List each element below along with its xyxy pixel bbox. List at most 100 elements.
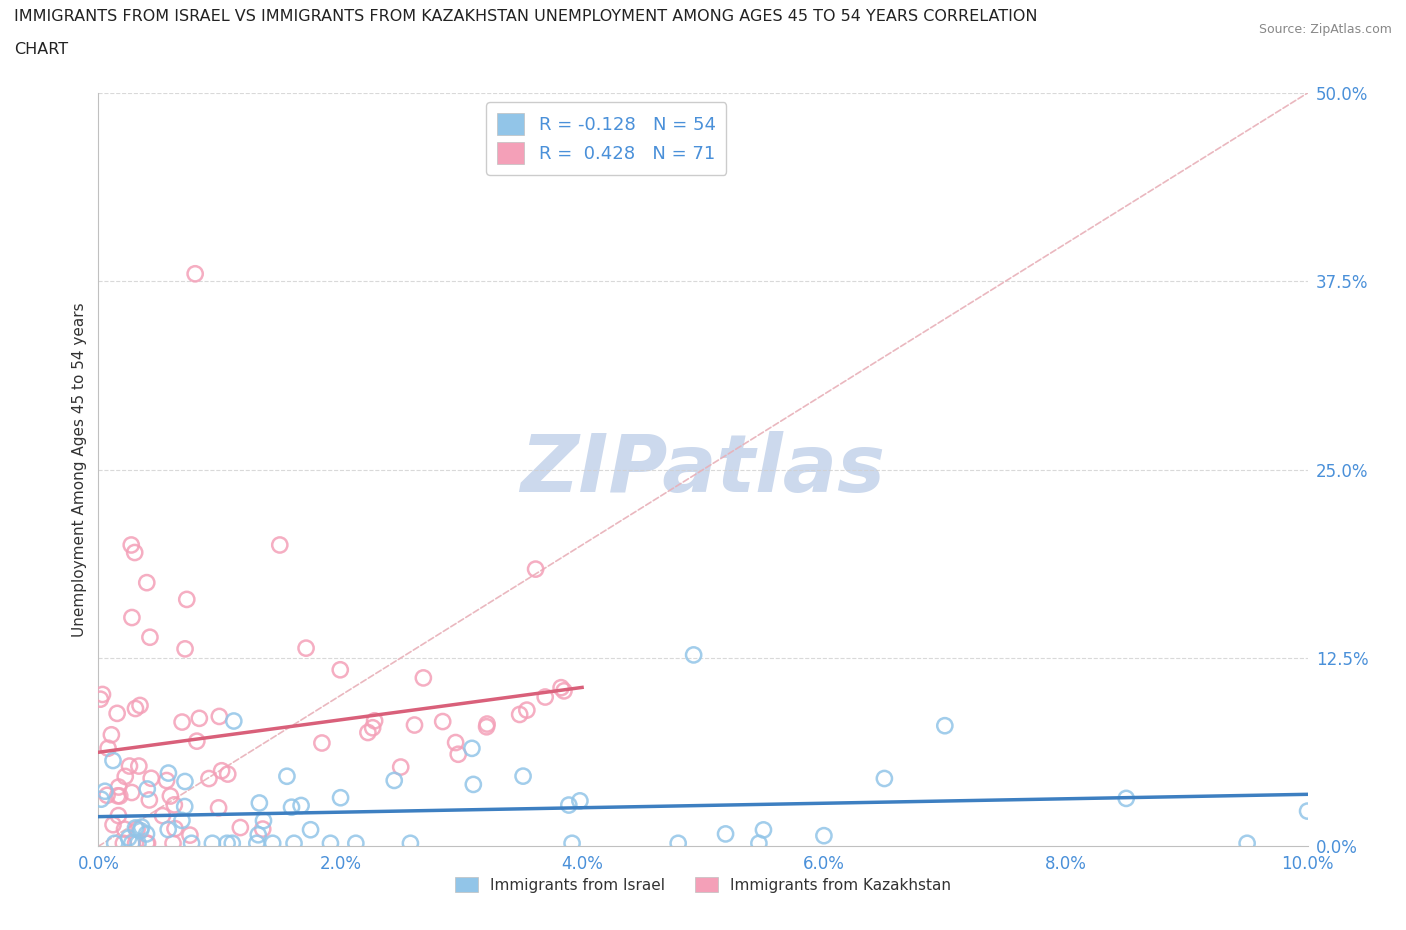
Point [180, 836, 202, 851]
Point [97, 741, 120, 756]
Point [475, 719, 498, 734]
Point [666, 836, 689, 851]
Point [114, 769, 136, 784]
Point [389, 760, 412, 775]
Point [208, 709, 231, 724]
Point [156, 773, 179, 788]
Point [262, 836, 284, 851]
Point [138, 792, 160, 807]
Point [329, 662, 352, 677]
Text: IMMIGRANTS FROM ISRAEL VS IMMIGRANTS FROM KAZAKHSTAN UNEMPLOYMENT AMONG AGES 45 : IMMIGRANTS FROM ISRAEL VS IMMIGRANTS FRO… [14, 9, 1038, 24]
Point [174, 774, 197, 789]
Point [176, 592, 198, 607]
Point [135, 575, 157, 591]
Point [217, 766, 239, 781]
Point [104, 836, 127, 851]
Point [211, 764, 233, 778]
Point [512, 769, 534, 784]
Point [247, 828, 270, 843]
Point [682, 647, 704, 662]
Point [118, 830, 141, 845]
Point [105, 706, 128, 721]
Point [252, 813, 274, 828]
Point [159, 789, 181, 804]
Point [752, 822, 775, 837]
Point [475, 717, 498, 732]
Point [135, 827, 157, 842]
Point [157, 765, 180, 780]
Point [121, 785, 143, 800]
Point [382, 773, 405, 788]
Point [290, 798, 312, 813]
Point [207, 801, 229, 816]
Text: ZIPatlas: ZIPatlas [520, 431, 886, 509]
Point [329, 790, 352, 805]
Point [247, 795, 270, 810]
Point [553, 684, 575, 698]
Point [299, 822, 322, 837]
Point [157, 822, 180, 837]
Point [568, 793, 591, 808]
Text: CHART: CHART [14, 42, 67, 57]
Point [136, 836, 159, 851]
Point [163, 821, 186, 836]
Point [124, 836, 146, 851]
Point [121, 836, 143, 851]
Point [101, 753, 124, 768]
Point [201, 836, 224, 851]
Point [170, 813, 193, 828]
Point [276, 769, 298, 784]
Point [447, 747, 470, 762]
Point [120, 538, 142, 552]
Point [1115, 790, 1137, 805]
Point [100, 727, 122, 742]
Point [1296, 804, 1319, 818]
Y-axis label: Unemployment Among Ages 45 to 54 years: Unemployment Among Ages 45 to 54 years [72, 302, 87, 637]
Point [246, 836, 269, 851]
Point [561, 836, 583, 851]
Point [172, 714, 194, 729]
Point [112, 836, 135, 851]
Point [135, 836, 157, 851]
Text: Source: ZipAtlas.com: Source: ZipAtlas.com [1258, 23, 1392, 36]
Point [152, 808, 174, 823]
Point [107, 789, 129, 804]
Point [280, 800, 302, 815]
Point [363, 713, 385, 728]
Point [162, 836, 184, 851]
Point [222, 713, 245, 728]
Point [399, 836, 422, 851]
Point [229, 820, 252, 835]
Point [432, 714, 454, 729]
Point [124, 820, 146, 835]
Point [174, 642, 197, 657]
Point [1236, 836, 1258, 851]
Legend: Immigrants from Israel, Immigrants from Kazakhstan: Immigrants from Israel, Immigrants from … [449, 870, 957, 899]
Point [188, 711, 211, 725]
Point [114, 822, 136, 837]
Point [319, 836, 342, 851]
Point [412, 671, 434, 685]
Point [295, 641, 318, 656]
Point [252, 821, 274, 836]
Point [509, 707, 531, 722]
Point [184, 266, 207, 281]
Point [311, 736, 333, 751]
Point [404, 718, 426, 733]
Point [121, 610, 143, 625]
Point [124, 545, 146, 560]
Point [91, 687, 114, 702]
Point [101, 817, 124, 832]
Point [124, 701, 146, 716]
Point [139, 630, 162, 644]
Point [136, 781, 159, 796]
Point [179, 828, 201, 843]
Point [107, 779, 129, 794]
Point [344, 836, 367, 851]
Point [96, 788, 118, 803]
Point [89, 692, 111, 707]
Point [361, 721, 384, 736]
Point [108, 789, 131, 804]
Point [127, 836, 149, 851]
Point [516, 703, 538, 718]
